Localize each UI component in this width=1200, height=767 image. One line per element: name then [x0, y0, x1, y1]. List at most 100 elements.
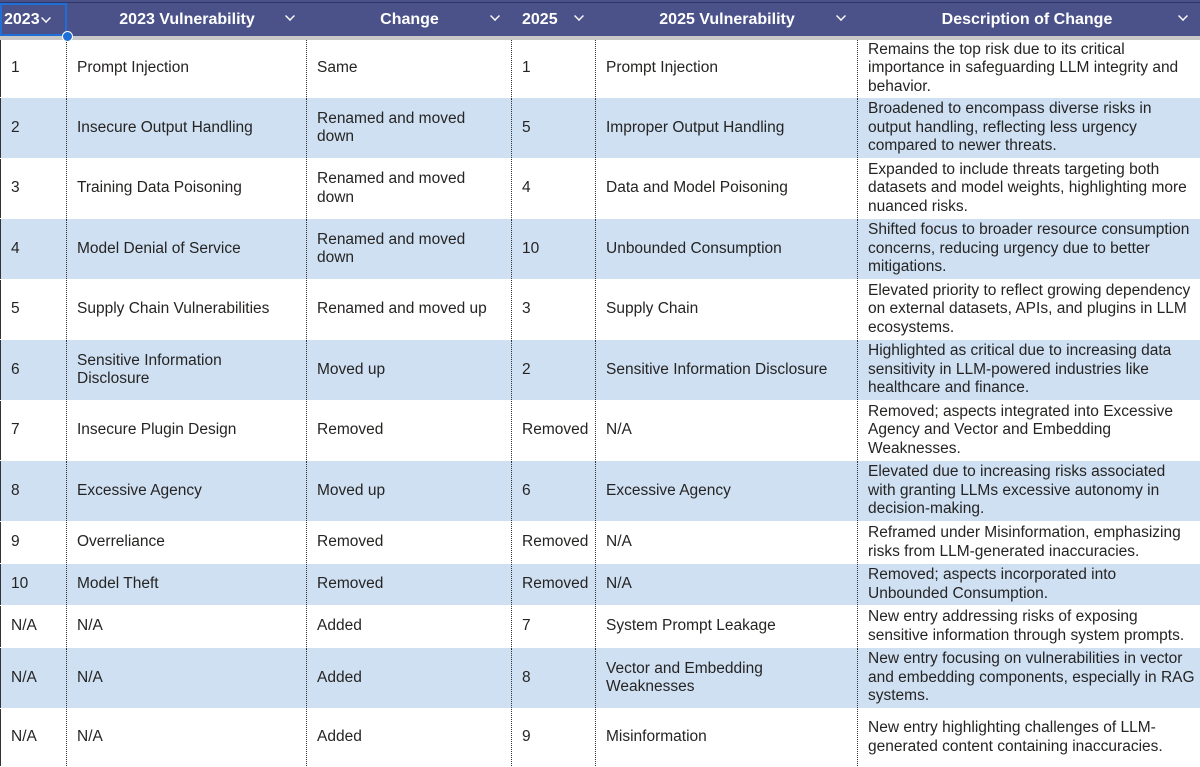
cell-col-2025-vulnerability: Prompt Injection [596, 40, 858, 97]
cell-col-2023: 10 [0, 564, 67, 605]
cell-col-description: Remains the top risk due to its critical… [868, 40, 1179, 95]
cell-col-2025: 10 [512, 219, 596, 279]
cell-col-2025: 7 [512, 606, 596, 647]
cell-col-2023-vulnerability: Prompt Injection [67, 40, 307, 97]
table-row[interactable]: 9 Overreliance Removed Removed N/A Reframed u… [0, 522, 1200, 564]
cell-col-2025: 4 [512, 159, 596, 218]
chevron-down-icon[interactable] [836, 11, 846, 21]
cell-col-2025: 8 [512, 648, 596, 708]
column-header-2023[interactable]: 2023 [0, 3, 67, 36]
column-header-change[interactable]: Change [307, 3, 512, 36]
cell-col-2025-vulnerability: Sensitive Information Disclosure [596, 340, 858, 400]
cell-col-2023-vulnerability: N/A [67, 606, 307, 647]
cell-col-description: Expanded to include threats targeting bo… [868, 160, 1187, 215]
table-row[interactable]: 10 Model Theft Removed Removed N/A Removed; a… [0, 564, 1200, 606]
cell-col-2025: 9 [512, 709, 596, 766]
cell-col-2025-vulnerability: Misinformation [596, 709, 858, 766]
table-row[interactable]: 2 Insecure Output Handling Renamed and mov… [0, 98, 1200, 159]
cell-col-description: Shifted focus to broader resource consum… [868, 221, 1190, 276]
column-header-description[interactable]: Description of Change [858, 3, 1200, 36]
cell-col-2023-vulnerability: N/A [67, 709, 307, 766]
chevron-down-icon[interactable] [1178, 11, 1188, 21]
cell-col-2023-vulnerability: Overreliance [67, 522, 307, 563]
cell-col-2023: N/A [0, 648, 67, 708]
cell-col-2023: N/A [0, 606, 67, 647]
cell-col-description: Elevated due to increasing risks associa… [868, 463, 1166, 518]
cell-col-2025: Removed [512, 564, 596, 605]
cell-col-description: Reframed under Misinformation, emphasizi… [868, 524, 1181, 560]
column-header-2025-vulnerability[interactable]: 2025 Vulnerability [596, 3, 858, 36]
cell-col-change: Added [307, 709, 512, 766]
cell-col-description: Removed; aspects incorporated into Unbou… [868, 566, 1117, 602]
cell-col-2025: 2 [512, 340, 596, 400]
cell-col-2025-vulnerability: Supply Chain [596, 280, 858, 339]
cell-col-2025-vulnerability: Unbounded Consumption [596, 219, 858, 279]
cell-col-2023: 2 [0, 98, 67, 158]
cell-col-description: Broadened to encompass diverse risks in … [868, 100, 1152, 155]
table-row[interactable]: 6 Sensitive Information Disclosure Moved u… [0, 340, 1200, 401]
cell-col-2023: 6 [0, 340, 67, 400]
cell-col-2023-vulnerability: Insecure Output Handling [67, 98, 307, 158]
cell-col-2025: 6 [512, 461, 596, 521]
cell-col-change: Added [307, 606, 512, 647]
cell-col-2023-vulnerability: Training Data Poisoning [67, 159, 307, 218]
cell-col-2023: N/A [0, 709, 67, 766]
cell-col-2025-vulnerability: Excessive Agency [596, 461, 858, 521]
cell-col-change: Renamed and moved up [307, 280, 512, 339]
cell-col-2023: 8 [0, 461, 67, 521]
cell-col-2023-vulnerability: Sensitive Information Disclosure [67, 340, 307, 400]
cell-col-change: Removed [307, 564, 512, 605]
cell-col-2025-vulnerability: N/A [596, 522, 858, 563]
cell-col-2023: 7 [0, 401, 67, 460]
cell-col-2025-vulnerability: N/A [596, 564, 858, 605]
cell-col-2025: 3 [512, 280, 596, 339]
cell-col-change: Moved up [307, 461, 512, 521]
cell-col-change: Added [307, 648, 512, 708]
cell-col-change: Removed [307, 401, 512, 460]
chevron-down-icon[interactable] [41, 13, 51, 23]
cell-col-description: New entry addressing risks of exposing s… [868, 608, 1185, 644]
cell-col-description: New entry highlighting challenges of LLM… [868, 719, 1163, 755]
table-row[interactable]: 5 Supply Chain Vulnerabilities Renamed and… [0, 280, 1200, 340]
cell-col-2025-vulnerability: System Prompt Leakage [596, 606, 858, 647]
cell-col-change: Renamed and moved down [307, 98, 512, 158]
cell-col-2025: 1 [512, 40, 596, 97]
cell-col-2023-vulnerability: Supply Chain Vulnerabilities [67, 280, 307, 339]
cell-col-2025-vulnerability: N/A [596, 401, 858, 460]
cell-col-2025: 5 [512, 98, 596, 158]
cell-col-description: Elevated priority to reflect growing dep… [868, 281, 1191, 336]
chevron-down-icon[interactable] [574, 11, 584, 21]
cell-col-2025-vulnerability: Data and Model Poisoning [596, 159, 858, 218]
table-row[interactable]: 1 Prompt Injection Same 1 Prompt Injection Re… [0, 40, 1200, 98]
cell-col-change: Renamed and moved down [307, 219, 512, 279]
table-row[interactable]: 3 Training Data Poisoning Renamed and move… [0, 159, 1200, 219]
table-row[interactable]: 7 Insecure Plugin Design Removed Removed N/A… [0, 401, 1200, 461]
chevron-down-icon[interactable] [490, 11, 500, 21]
column-header-2025[interactable]: 2025 [512, 3, 596, 36]
cell-col-2023-vulnerability: Excessive Agency [67, 461, 307, 521]
column-resize-handle[interactable] [62, 31, 73, 42]
cell-col-2025-vulnerability: Vector and Embedding Weaknesses [596, 648, 858, 708]
table-row[interactable]: N/A N/A Added 8 Vector and Embedding Weaknes… [0, 648, 1200, 709]
column-header-2023-vulnerability[interactable]: 2023 Vulnerability [67, 3, 307, 36]
cell-col-2023-vulnerability: N/A [67, 648, 307, 708]
cell-col-2023-vulnerability: Model Theft [67, 564, 307, 605]
chevron-down-icon[interactable] [285, 11, 295, 21]
cell-col-description: Removed; aspects integrated into Excessi… [868, 402, 1173, 457]
cell-col-description: New entry focusing on vulnerabilities in… [868, 650, 1195, 705]
top-strip [0, 0, 1200, 3]
cell-col-2023: 5 [0, 280, 67, 339]
cell-col-change: Renamed and moved down [307, 159, 512, 218]
cell-col-2023: 9 [0, 522, 67, 563]
cell-col-change: Same [307, 40, 512, 97]
cell-col-description: Highlighted as critical due to increasin… [868, 342, 1172, 397]
cell-col-change: Moved up [307, 340, 512, 400]
table-row[interactable]: 4 Model Denial of Service Renamed and move… [0, 219, 1200, 280]
cell-col-2025: Removed [512, 522, 596, 563]
table-row[interactable]: 8 Excessive Agency Moved up 6 Excessive Agen… [0, 461, 1200, 522]
table-row[interactable]: N/A N/A Added 9 Misinformation New entry high… [0, 709, 1200, 767]
header-divider [0, 36, 1200, 40]
table-header: 2023 2023 Vulnerability Change 2025 2025… [0, 2, 1200, 36]
cell-col-2023-vulnerability: Model Denial of Service [67, 219, 307, 279]
table-row[interactable]: N/A N/A Added 7 System Prompt Leakage New ent… [0, 606, 1200, 648]
